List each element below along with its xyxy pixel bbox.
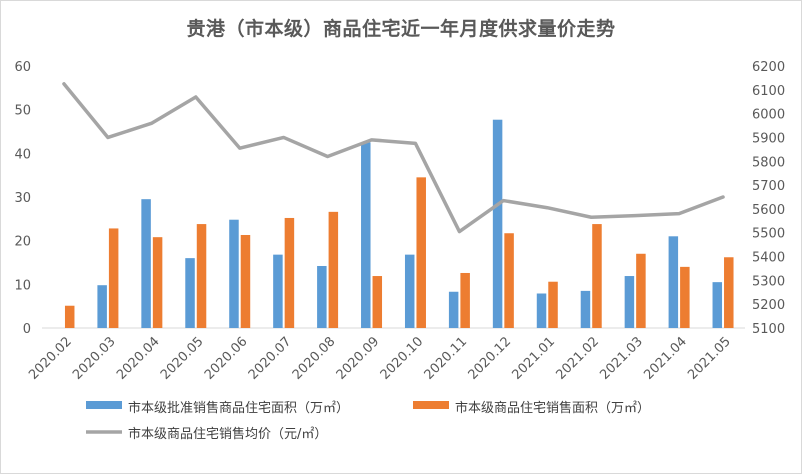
x-tick-label: 2021.01 (509, 334, 558, 383)
x-tick-label: 2021.03 (597, 334, 646, 383)
x-tick-label: 2020.06 (202, 334, 251, 383)
legend: 市本级批准销售商品住宅面积（万㎡） 市本级商品住宅销售面积（万㎡） 市本级商品住宅销… (86, 400, 650, 442)
bar-sold-area (328, 211, 339, 328)
bar-sold-area (680, 266, 690, 328)
bar-sold-area (284, 217, 295, 328)
x-tick-label: 2020.02 (26, 334, 75, 383)
bar-approved-area (273, 254, 283, 328)
bar-sold-area (152, 237, 163, 328)
x-tick-label: 2021.04 (641, 334, 690, 383)
axes-group: 0 10 20 30 40 50 60 5100 5200 5300 5400 5500 5600 570… (14, 60, 785, 383)
bar-approved-area (141, 199, 151, 328)
y-right-tick-label: 5400 (752, 251, 785, 266)
bar-sold-area (240, 234, 251, 328)
bar-approved-area (580, 290, 591, 328)
x-tick-label: 2020.03 (70, 334, 119, 383)
y-left-tick-label: 20 (14, 235, 31, 250)
x-tick-label: 2020.12 (466, 334, 515, 383)
x-tick-label: 2020.11 (422, 334, 471, 383)
x-tick-label: 2020.05 (158, 334, 207, 383)
y-right-tick-label: 6200 (752, 60, 785, 75)
bar-approved-area (536, 293, 547, 328)
y-right-tick-label: 5100 (752, 322, 785, 337)
y-right-tick-label: 5700 (752, 179, 785, 194)
bar-sold-area (108, 228, 119, 328)
line-group (62, 82, 725, 234)
bar-approved-area (97, 285, 107, 328)
y-left-tick-label: 60 (14, 60, 31, 75)
y-left-tick-label: 0 (23, 322, 31, 337)
bar-sold-area (636, 253, 646, 328)
y-left-tick-label: 30 (14, 191, 31, 206)
y-right-tick-label: 5200 (752, 298, 785, 313)
bar-sold-area (504, 233, 514, 328)
bar-approved-area (229, 219, 239, 328)
bar-sold-area (196, 224, 207, 328)
y-right-tick-label: 6100 (752, 84, 785, 99)
bar-approved-area (361, 142, 371, 328)
bar-sold-area (548, 281, 558, 328)
bar-sold-area (724, 257, 734, 328)
legend-label: 市本级商品住宅销售面积（万㎡） (455, 400, 650, 416)
y-left-tick-label: 10 (14, 278, 31, 293)
x-tick-label: 2020.10 (378, 334, 427, 383)
bar-sold-area (592, 224, 602, 328)
y-right-tick-label: 5300 (752, 274, 785, 289)
x-tick-label: 2021.05 (685, 334, 734, 383)
x-tick-label: 2020.08 (290, 334, 339, 383)
bar-approved-area (448, 291, 459, 328)
x-tick-label: 2020.09 (334, 334, 383, 383)
bar-approved-area (185, 258, 195, 328)
x-tick-label: 2020.04 (114, 334, 163, 383)
bar-approved-area (492, 119, 503, 329)
y-right-tick-label: 5600 (752, 203, 785, 218)
legend-label: 市本级批准销售商品住宅面积（万㎡） (128, 400, 349, 416)
legend-swatch (413, 401, 449, 409)
x-tick-label: 2021.02 (553, 334, 602, 383)
bar-approved-area (404, 254, 415, 328)
legend-swatch (86, 401, 122, 409)
bar-sold-area (460, 272, 470, 328)
chart-title: 贵港（市本级）商品住宅近一年月度供求量价走势 (186, 18, 616, 40)
y-right-tick-label: 5900 (752, 131, 785, 146)
legend-label: 市本级商品住宅销售均价（元/㎡） (128, 426, 327, 442)
bars-group (64, 119, 734, 329)
y-right-tick-label: 5500 (752, 227, 785, 242)
bar-approved-area (624, 276, 635, 328)
y-right-tick-label: 5800 (752, 155, 785, 170)
bar-approved-area (712, 282, 723, 328)
line-avg-price (62, 82, 725, 234)
y-right-tick-label: 6000 (752, 108, 785, 123)
bar-sold-area (416, 177, 426, 328)
bar-approved-area (668, 236, 679, 328)
x-tick-label: 2020.07 (246, 334, 295, 383)
bar-sold-area (64, 305, 75, 328)
y-left-tick-label: 40 (14, 147, 31, 162)
bar-approved-area (317, 265, 327, 328)
y-left-tick-label: 50 (14, 104, 31, 119)
bar-sold-area (372, 276, 383, 328)
